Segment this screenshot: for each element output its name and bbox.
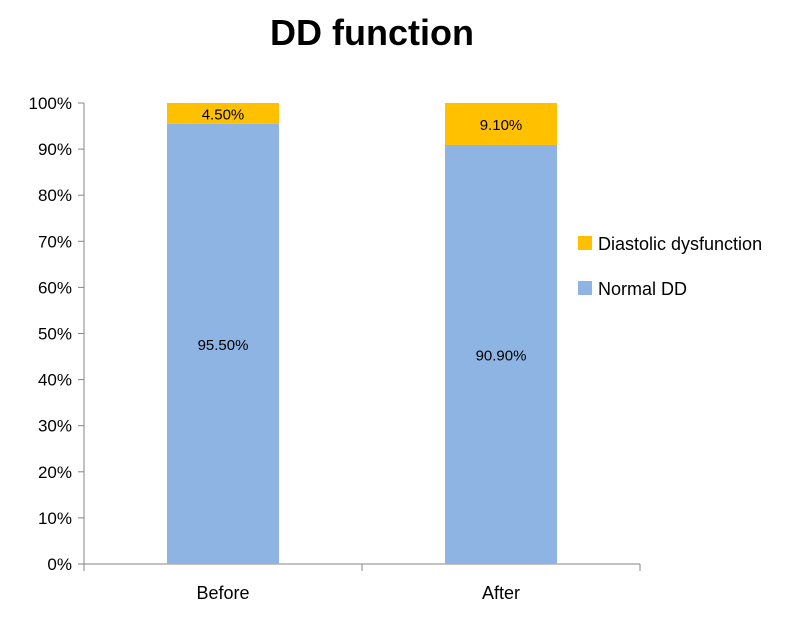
bar-normal-dd-before [167,123,279,565]
y-tick-label: 10% [38,509,72,528]
y-tick-label: 50% [38,325,72,344]
x-category-label: Before [196,583,249,603]
plot-area: 0% 10% 20% 30% 40% 50% 60% 70% 80% 90% 100% 95.50% 4… [29,94,641,603]
y-tick-label: 20% [38,463,72,482]
y-tick-label: 30% [38,417,72,436]
x-category-label: After [482,583,520,603]
legend-label: Diastolic dysfunction [598,234,762,254]
data-label: 90.90% [476,347,527,364]
legend-swatch [578,281,592,295]
y-tick-label: 40% [38,371,72,390]
legend: Diastolic dysfunction Normal DD [578,234,762,299]
y-tick-label: 80% [38,186,72,205]
y-tick-label: 70% [38,232,72,251]
bar-normal-dd-after [445,144,557,565]
bar-diastolic-dysfunction-after [445,103,557,145]
data-label: 4.50% [202,106,245,123]
y-tick-label: 90% [38,140,72,159]
y-tick-label: 60% [38,278,72,297]
data-label: 95.50% [198,337,249,354]
chart-title: DD function [270,12,474,53]
y-tick-label: 100% [29,94,72,113]
legend-swatch [578,236,592,250]
y-tick-label: 0% [47,555,72,574]
legend-label: Normal DD [598,279,687,299]
bar-diastolic-dysfunction-before [167,103,279,124]
data-label: 9.10% [480,117,523,134]
